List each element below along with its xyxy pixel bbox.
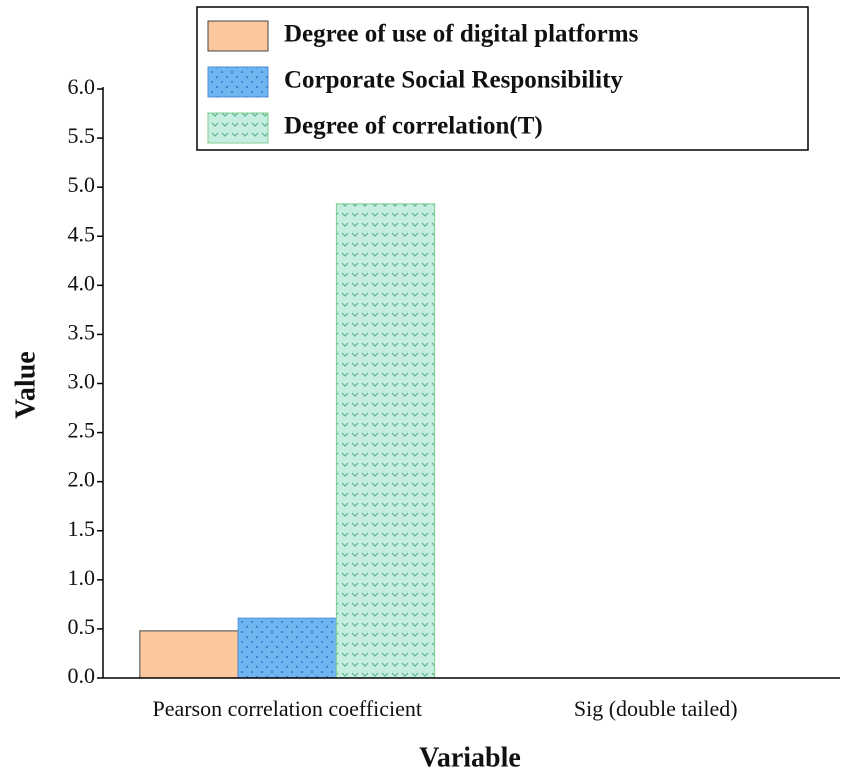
legend-swatch [207,20,269,52]
y-tick-label: 2.5 [68,418,96,443]
bar [237,617,337,679]
y-tick-label: 5.0 [68,172,96,197]
bar [335,203,436,679]
y-tick-label: 3.5 [68,319,96,344]
y-tick-label: 4.0 [68,270,96,295]
y-tick-label: 0.5 [68,614,96,639]
y-tick-label: 0.0 [68,663,96,688]
y-tick-label: 5.5 [68,123,96,148]
y-tick-label: 2.0 [68,467,96,492]
x-axis-title: Variable [419,742,521,773]
y-tick-label: 1.0 [68,565,96,590]
legend-swatch [207,66,269,98]
y-axis-title: Value [10,351,41,418]
legend-swatch [207,112,269,144]
bar [139,630,239,679]
legend-box [196,6,809,151]
legend-label: Corporate Social Responsibility [284,67,623,94]
y-tick-label: 6.0 [68,74,96,99]
legend: Degree of use of digital platforms Corpor… [196,6,809,151]
legend-label: Degree of correlation(T) [284,113,543,140]
y-tick-label: 1.5 [68,516,96,541]
legend-label: Degree of use of digital platforms [284,21,639,48]
y-tick-label: 3.0 [68,369,96,394]
y-tick-label: 4.5 [68,221,96,246]
x-tick-label: Pearson correlation coefficient [152,696,422,721]
x-tick-label: Sig (double tailed) [574,696,738,721]
